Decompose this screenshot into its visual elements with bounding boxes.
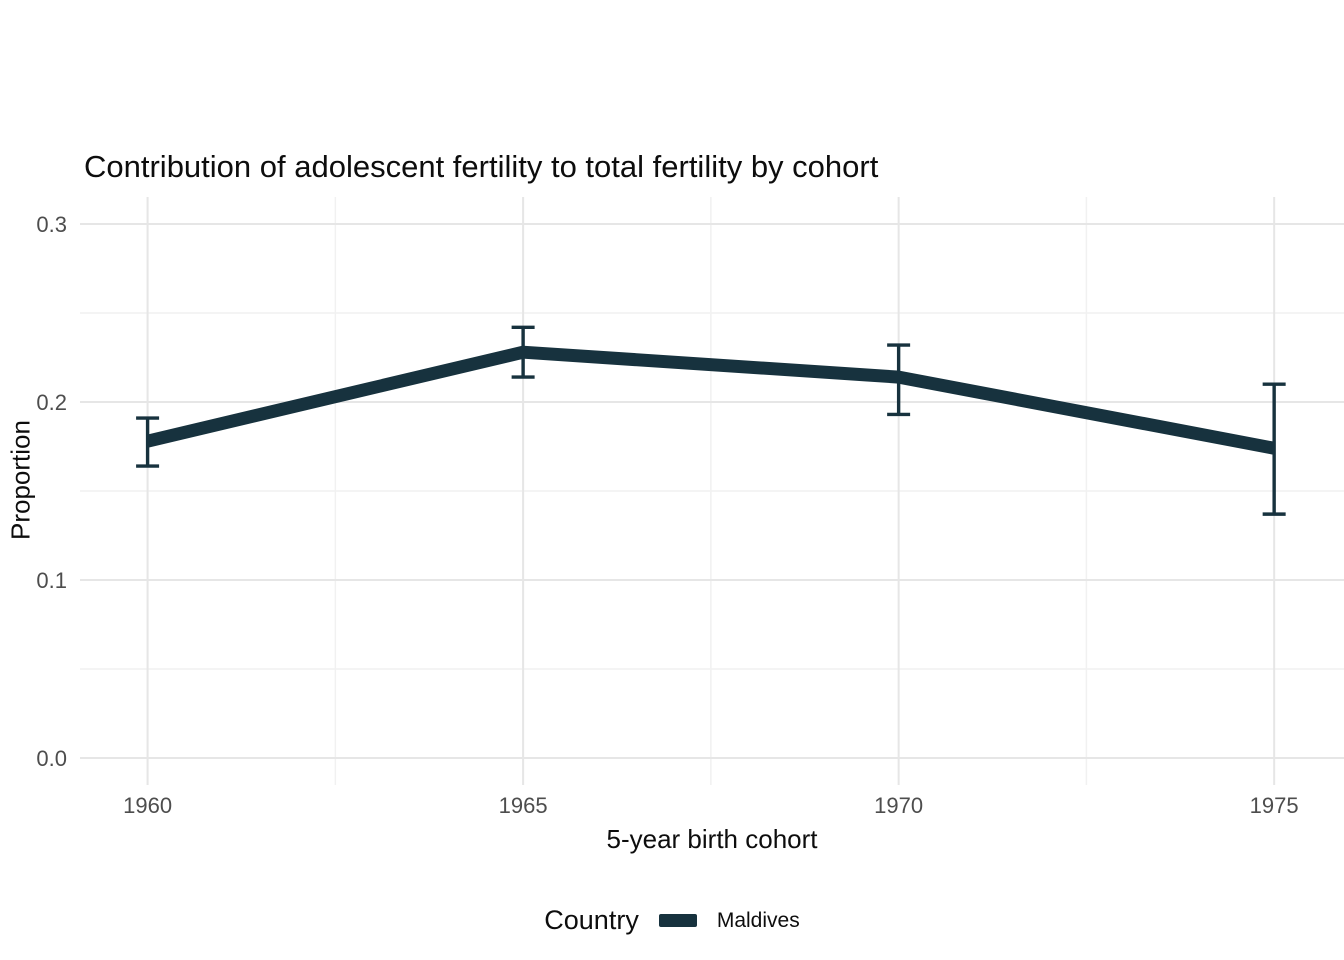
chart-title: Contribution of adolescent fertility to … xyxy=(84,149,879,184)
legend-item-label: Maldives xyxy=(716,908,800,932)
legend-title: Country xyxy=(544,905,639,935)
x-tick-label: 1975 xyxy=(1250,793,1299,818)
y-tick-label: 0.0 xyxy=(36,746,67,771)
y-tick-label: 0.2 xyxy=(36,390,67,415)
y-tick-label: 0.3 xyxy=(36,212,67,237)
y-tick-label: 0.1 xyxy=(36,568,67,593)
x-tick-label: 1960 xyxy=(123,793,172,818)
y-axis-title: Proportion xyxy=(5,420,36,540)
x-tick-label: 1965 xyxy=(499,793,548,818)
series-line xyxy=(146,345,1276,455)
legend-key-line xyxy=(658,914,697,927)
legend: Country Maldives xyxy=(0,905,1344,936)
x-axis-title: 5-year birth cohort xyxy=(606,824,818,854)
x-tick-label: 1970 xyxy=(874,793,923,818)
